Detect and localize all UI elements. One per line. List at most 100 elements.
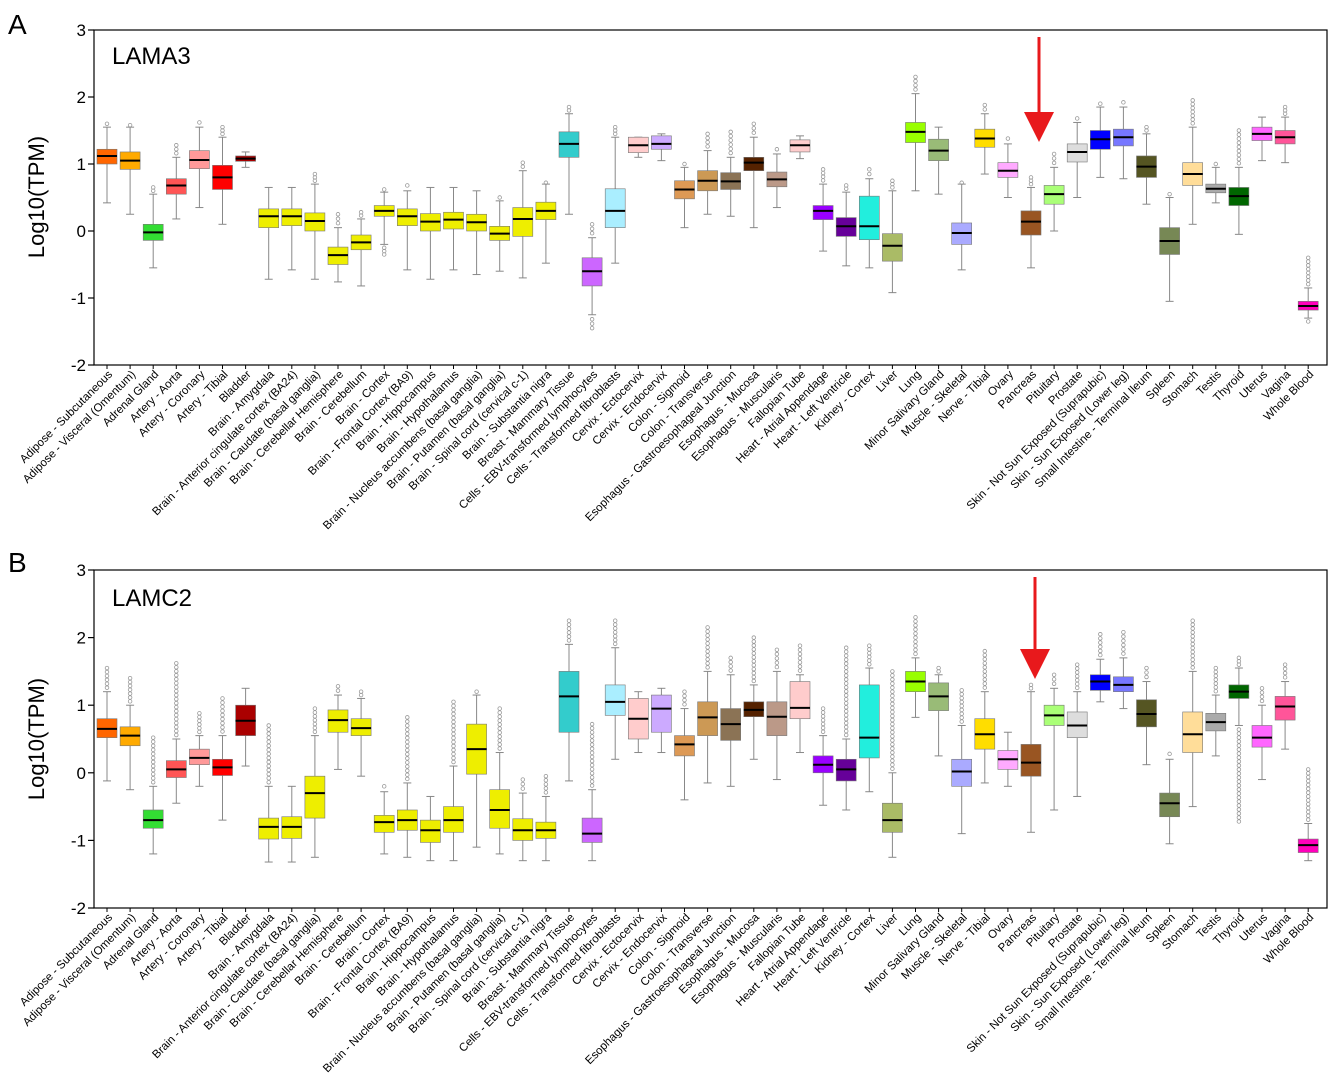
outlier: [1236, 755, 1242, 760]
outlier: [543, 180, 549, 185]
box-14: [420, 795, 441, 862]
outlier: [174, 677, 179, 682]
box-40: [1020, 682, 1042, 833]
box-46: [1159, 751, 1180, 845]
outlier: [890, 685, 895, 690]
box-body: [951, 758, 973, 787]
outlier: [589, 746, 595, 751]
outlier: [1259, 690, 1265, 695]
outlier: [497, 738, 502, 743]
box-body: [258, 208, 280, 228]
x-tick-label: Liver: [874, 369, 900, 395]
outlier: [844, 712, 849, 718]
outlier: [913, 635, 918, 640]
outlier: [220, 131, 225, 137]
outlier: [820, 178, 826, 183]
outlier: [1121, 638, 1126, 643]
outlier: [1305, 782, 1311, 788]
outlier: [589, 762, 595, 768]
outlier: [174, 669, 179, 674]
outlier: [751, 121, 756, 126]
outlier: [1190, 645, 1195, 651]
outlier: [1074, 677, 1080, 683]
outlier: [844, 701, 849, 706]
outlier: [174, 688, 179, 694]
box-50: [1251, 116, 1273, 162]
outlier: [266, 767, 271, 773]
outlier: [197, 120, 202, 125]
outlier: [520, 160, 525, 165]
outlier: [1236, 662, 1242, 667]
outlier: [543, 790, 549, 795]
outlier: [1213, 665, 1218, 671]
y-tick-label: 3: [77, 561, 86, 580]
outlier: [728, 138, 733, 143]
outlier: [1098, 648, 1103, 654]
outlier: [1305, 270, 1311, 276]
outlier: [520, 164, 525, 169]
outlier: [890, 705, 895, 711]
y-tick-label: -2: [71, 899, 86, 918]
outlier: [1236, 771, 1242, 776]
outlier: [1190, 665, 1195, 670]
outlier: [1305, 263, 1311, 268]
outlier: [890, 742, 895, 747]
outlier: [728, 129, 733, 135]
outlier: [844, 709, 849, 714]
outlier: [1236, 775, 1242, 780]
outlier: [1305, 278, 1311, 283]
outlier: [890, 721, 895, 727]
outlier: [890, 689, 895, 694]
outlier: [451, 743, 456, 749]
outlier: [844, 673, 849, 678]
outlier: [1098, 640, 1103, 645]
outlier: [174, 147, 179, 152]
box-33: [858, 167, 880, 269]
outlier: [174, 704, 179, 710]
outlier: [174, 700, 179, 706]
outlier: [497, 195, 502, 200]
outlier: [913, 647, 918, 652]
outlier: [728, 655, 733, 661]
box-body: [1020, 744, 1042, 777]
outlier: [1074, 662, 1080, 667]
outlier: [751, 635, 756, 640]
outlier: [1259, 694, 1265, 699]
outlier: [104, 121, 110, 126]
outlier: [451, 739, 456, 745]
outlier: [1236, 783, 1242, 788]
box-body: [766, 701, 788, 736]
outlier: [797, 651, 803, 657]
outlier: [405, 747, 410, 753]
box-13: [396, 715, 418, 858]
box-2: [142, 185, 164, 269]
outlier: [589, 325, 595, 331]
outlier: [959, 688, 964, 693]
outlier: [705, 625, 710, 630]
box-27: [720, 655, 742, 787]
outlier: [266, 735, 271, 740]
outlier: [1305, 319, 1311, 324]
outlier: [589, 783, 595, 788]
outlier: [844, 697, 849, 702]
outlier: [844, 689, 849, 694]
outlier: [127, 695, 133, 700]
outlier: [890, 717, 895, 723]
outlier: [335, 212, 341, 217]
box-35: [905, 74, 926, 192]
outlier: [1305, 790, 1311, 795]
outlier: [220, 708, 225, 714]
outlier: [844, 732, 849, 738]
outlier: [705, 641, 710, 646]
outlier: [705, 645, 710, 650]
outlier: [220, 704, 225, 709]
box-40: [1020, 175, 1042, 269]
box-body: [420, 819, 441, 843]
box-body: [373, 815, 395, 833]
outlier: [520, 786, 525, 791]
box-47: [1182, 618, 1203, 808]
outlier: [982, 685, 987, 690]
outlier: [520, 781, 525, 787]
outlier: [613, 622, 618, 627]
